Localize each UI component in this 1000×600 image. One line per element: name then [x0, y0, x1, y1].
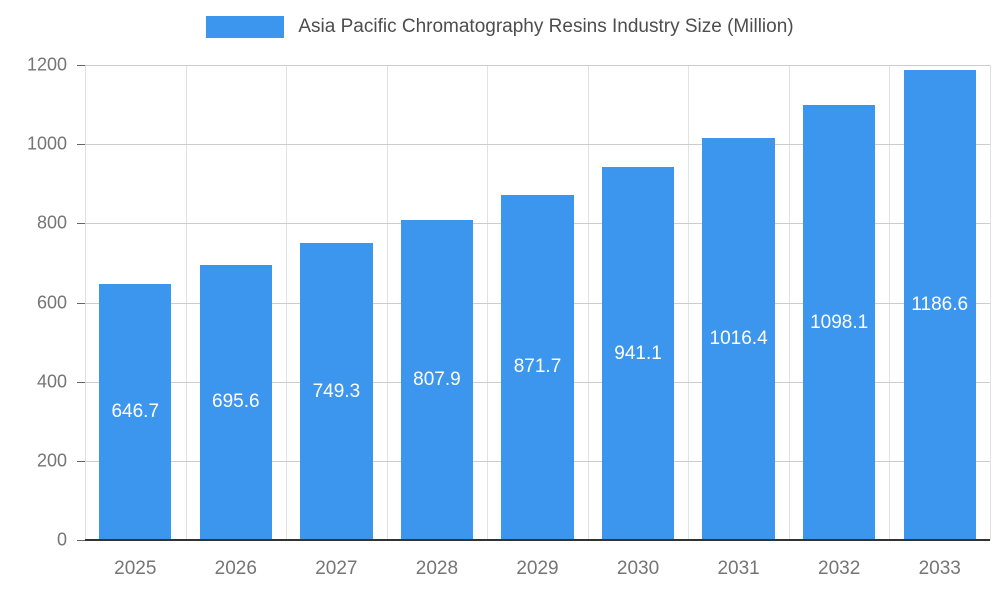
bar-value-label: 1098.1: [810, 311, 869, 333]
bar-value-label: 646.7: [111, 401, 160, 422]
y-tick-label: 200: [36, 450, 67, 471]
bar-2031[interactable]: 1016.4: [702, 137, 775, 540]
bar-value-label: 1016.4: [709, 327, 768, 349]
y-tick-label: 800: [36, 212, 67, 233]
bar-2028[interactable]: 807.9: [400, 220, 474, 540]
y-tick-mark: [77, 302, 85, 304]
x-tick-label: 2032: [818, 558, 861, 579]
bar-2029[interactable]: 871.7: [501, 194, 574, 540]
x-tick-label: 2031: [717, 558, 760, 579]
bar-value-label: 807.9: [413, 369, 461, 391]
y-tick-label: 400: [36, 371, 67, 392]
bar-2027[interactable]: 749.3: [300, 243, 373, 540]
y-tick-mark: [77, 381, 85, 383]
y-axis: 0 200 400 600 800 1000 1200: [0, 55, 85, 550]
bar-value-label: 871.7: [513, 356, 562, 378]
y-tick-label: 0: [56, 529, 67, 550]
bar-2026[interactable]: 695.6: [199, 264, 273, 540]
y-tick-label: 1000: [26, 133, 67, 154]
bar-value-label: 1186.6: [911, 294, 969, 316]
y-tick-label: 1200: [26, 54, 67, 75]
h-gridline: [85, 65, 990, 66]
bar-2033[interactable]: 1186.6: [903, 70, 976, 540]
x-tick-label: 2027: [315, 558, 358, 579]
bar-2025[interactable]: 646.7: [99, 284, 172, 540]
y-tick-mark: [77, 65, 85, 66]
bar-value-label: 941.1: [614, 342, 662, 364]
y-tick-label: 600: [36, 292, 67, 312]
chart-title: Asia Pacific Chromatography Resins Indus…: [298, 16, 794, 37]
x-tick-label: 2025: [114, 558, 157, 579]
bar-2030[interactable]: 941.1: [601, 167, 675, 540]
bar-2032[interactable]: 1098.1: [802, 105, 876, 540]
y-tick-mark: [77, 460, 85, 462]
x-axis: 2025 2026 2027 2028 2029 2030 2031 2032 2033: [85, 552, 990, 586]
h-gridline: [85, 144, 990, 146]
x-tick-label: 2028: [415, 558, 459, 579]
y-tick-mark: [77, 144, 85, 146]
plot-area: 646.7 695.6 749.3 807.9 871.7 941.1 1016.4 1098…: [85, 65, 991, 541]
x-tick-label: 2029: [516, 558, 559, 579]
x-tick-label: 2030: [616, 558, 660, 579]
bar-value-label: 695.6: [212, 391, 260, 413]
x-tick-label: 2026: [214, 558, 257, 579]
y-tick-mark: [77, 540, 85, 541]
axis-baseline: [85, 539, 990, 541]
y-tick-mark: [77, 223, 85, 225]
x-tick-label: 2033: [918, 558, 961, 579]
v-gridline: [990, 65, 991, 540]
bar-value-label: 749.3: [312, 380, 361, 402]
chart-legend: Asia Pacific Chromatography Resins Indus…: [0, 16, 1000, 38]
legend-swatch: [206, 16, 285, 38]
